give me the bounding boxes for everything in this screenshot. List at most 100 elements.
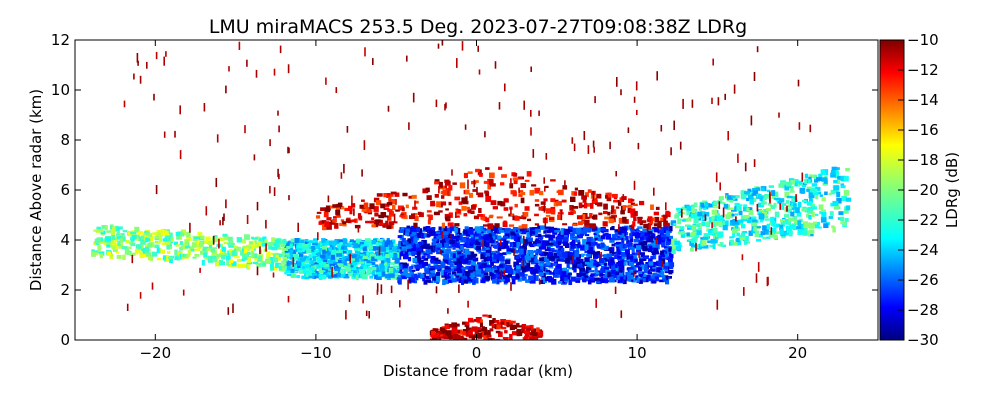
radar-gate xyxy=(353,208,355,216)
radar-gate xyxy=(757,211,762,214)
radar-gate xyxy=(318,247,324,252)
radar-gate xyxy=(468,266,474,270)
radar-gate xyxy=(423,189,429,193)
radar-gate xyxy=(617,260,624,267)
radar-gate xyxy=(421,240,427,244)
radar-gate xyxy=(521,224,528,229)
radar-gate xyxy=(395,199,397,205)
radar-gate xyxy=(397,235,403,239)
radar-gate xyxy=(479,322,483,328)
radar-gate xyxy=(611,247,615,252)
radar-gate xyxy=(722,224,728,231)
radar-gate xyxy=(550,248,555,251)
radar-gate xyxy=(640,230,645,236)
radar-gate xyxy=(204,257,208,260)
radar-gate xyxy=(444,266,451,270)
radar-gate xyxy=(785,200,790,204)
radar-gate xyxy=(338,259,344,264)
radar-gate xyxy=(675,225,681,229)
radar-gate xyxy=(763,228,770,235)
radar-gate xyxy=(245,245,251,251)
radar-gate xyxy=(136,249,141,253)
radar-gate xyxy=(456,228,461,234)
radar-gate xyxy=(673,223,677,226)
radar-gate xyxy=(759,195,763,202)
radar-gate xyxy=(681,206,687,211)
radar-gate xyxy=(489,328,494,332)
radar-gate xyxy=(486,334,492,338)
radar-gate xyxy=(408,195,413,199)
radar-gate xyxy=(436,243,442,248)
radar-gate xyxy=(514,249,519,254)
radar-gate xyxy=(335,258,339,262)
radar-gate xyxy=(453,265,458,269)
radar-gate xyxy=(411,276,415,283)
radar-gate xyxy=(585,203,590,207)
radar-gate xyxy=(628,254,633,257)
radar-gate xyxy=(416,250,421,257)
radar-gate xyxy=(655,244,659,248)
radar-gate xyxy=(506,249,510,253)
radar-gate xyxy=(715,172,718,183)
radar-gate xyxy=(368,248,373,252)
radar-gate xyxy=(627,241,632,247)
radar-gate xyxy=(386,257,391,263)
radar-gate xyxy=(586,253,592,257)
radar-gate xyxy=(398,278,402,285)
radar-gate xyxy=(659,229,664,234)
radar-gate xyxy=(366,207,372,213)
radar-gate xyxy=(387,250,392,256)
radar-gate xyxy=(792,197,797,202)
radar-gate xyxy=(252,237,258,240)
radar-gate xyxy=(587,280,592,285)
radar-gate xyxy=(778,112,780,118)
radar-gate xyxy=(369,262,376,266)
radar-gate xyxy=(633,96,636,103)
radar-gate xyxy=(363,265,367,272)
radar-gate xyxy=(471,204,476,210)
radar-gate xyxy=(430,334,436,338)
radar-gate xyxy=(756,46,759,53)
radar-gate xyxy=(438,185,440,194)
radar-gate xyxy=(474,180,479,183)
radar-gate xyxy=(400,275,407,280)
radar-gate xyxy=(269,185,271,194)
radar-gate xyxy=(327,274,332,279)
radar-gate xyxy=(557,241,562,246)
radar-gate xyxy=(506,247,511,250)
radar-gate xyxy=(175,231,182,236)
radar-gate xyxy=(613,275,617,279)
radar-gate xyxy=(387,215,392,221)
radar-gate xyxy=(452,325,458,330)
radar-gate xyxy=(494,320,500,323)
radar-gate xyxy=(648,237,652,243)
radar-gate xyxy=(681,208,683,218)
radar-gate xyxy=(510,178,512,185)
radar-gate xyxy=(266,251,271,256)
radar-gate xyxy=(806,186,812,189)
radar-gate xyxy=(618,264,625,270)
radar-gate xyxy=(281,260,287,265)
radar-gate xyxy=(572,240,576,246)
radar-gate xyxy=(789,224,795,229)
radar-gate xyxy=(97,245,102,250)
radar-gate xyxy=(287,64,290,74)
radar-gate xyxy=(752,197,757,203)
radar-gate xyxy=(843,176,848,181)
radar-gate xyxy=(520,191,526,196)
radar-gate xyxy=(717,244,721,247)
radar-gate xyxy=(380,212,387,218)
radar-gate xyxy=(661,274,666,280)
radar-gate xyxy=(578,275,584,280)
radar-gate xyxy=(671,238,675,244)
radar-gate xyxy=(436,234,443,240)
radar-gate xyxy=(813,174,818,179)
radar-gate xyxy=(476,237,481,244)
radar-gate xyxy=(432,275,436,281)
radar-gate xyxy=(435,286,438,294)
radar-gate xyxy=(471,336,475,340)
radar-gate xyxy=(596,263,601,267)
radar-gate xyxy=(526,262,531,269)
radar-gate xyxy=(155,241,161,244)
